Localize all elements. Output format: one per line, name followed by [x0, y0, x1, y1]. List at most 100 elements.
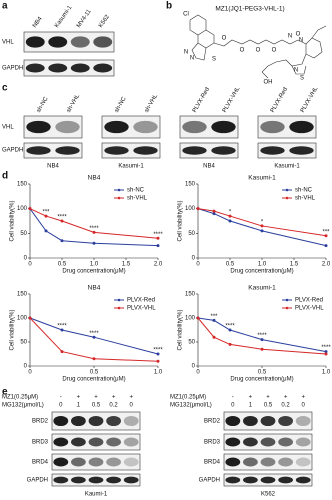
- chain: [311, 25, 327, 39]
- data-point: [196, 207, 200, 211]
- column-label: PLVX-Red: [192, 87, 211, 114]
- band: [53, 476, 69, 484]
- treatment-value: +: [249, 395, 253, 401]
- band: [211, 146, 236, 155]
- row-label: BRD4: [32, 460, 49, 466]
- row-label: GAPDH: [199, 478, 220, 484]
- band: [70, 36, 90, 48]
- atom-label: O: [256, 48, 261, 54]
- significance: ****: [321, 345, 331, 351]
- series-line: [29, 317, 159, 362]
- band: [278, 415, 293, 427]
- band: [88, 476, 104, 484]
- band: [260, 120, 285, 134]
- data-point: [156, 244, 160, 248]
- band: [123, 457, 139, 467]
- legend-label: sh-NC: [295, 188, 313, 194]
- band: [26, 146, 51, 155]
- data-point: [324, 352, 328, 356]
- y-axis-label: Cell viability(%): [10, 200, 16, 241]
- x-tick-label: 2.0: [154, 262, 163, 268]
- x-axis-label: Drug concentration(μM): [230, 377, 293, 383]
- treatment-value: -: [60, 395, 62, 401]
- x-tick-label: 2.0: [322, 262, 331, 268]
- treatment-value: -: [232, 395, 234, 401]
- x-tick-label: 1.0: [258, 262, 267, 268]
- band: [106, 476, 121, 484]
- band: [243, 457, 258, 467]
- significance: ***: [322, 229, 330, 235]
- significance: *: [261, 220, 264, 226]
- row-label: VHL: [2, 40, 14, 46]
- atom-label: S: [300, 76, 304, 82]
- data-point: [156, 359, 160, 363]
- band: [123, 476, 139, 484]
- significance: ***: [210, 314, 218, 320]
- ring: [191, 42, 207, 61]
- band: [211, 120, 236, 134]
- atom-label: N: [190, 56, 194, 62]
- band: [289, 146, 314, 155]
- ring: [197, 29, 215, 49]
- y-tick-label: 0: [24, 256, 28, 262]
- atom-label: Cl: [183, 12, 189, 18]
- significance: ****: [225, 324, 235, 330]
- x-axis-label: Drug concentration(μM): [230, 269, 293, 275]
- band: [104, 146, 129, 155]
- x-tick-label: 1.5: [290, 262, 299, 268]
- cell-label: Kaumi-1: [85, 492, 108, 498]
- row-label: BRD3: [32, 440, 49, 446]
- treatment-value: +: [94, 395, 98, 401]
- x-tick-label: 0.5: [58, 262, 67, 268]
- x-tick-label: 1.0: [90, 262, 99, 268]
- band: [278, 476, 293, 484]
- x-tick-label: 0: [28, 370, 32, 376]
- chart-title: Kasumi-1: [248, 175, 276, 182]
- legend-marker: [285, 188, 289, 192]
- significance: ****: [57, 215, 67, 221]
- band: [225, 415, 241, 427]
- data-point: [260, 347, 264, 351]
- treatment-value: +: [77, 395, 81, 401]
- chart-title: Kasumi-1: [248, 285, 276, 292]
- data-point: [156, 352, 160, 356]
- column-label: sh-VHL: [66, 93, 82, 114]
- band: [133, 146, 158, 155]
- treatment-value: +: [266, 395, 270, 401]
- legend-label: sh-VHL: [295, 196, 316, 202]
- atom-label: N: [299, 38, 303, 44]
- data-point: [212, 209, 216, 213]
- cell-label: NB4: [47, 164, 59, 170]
- y-tick-label: 50: [188, 340, 195, 346]
- significance: *: [229, 210, 232, 216]
- x-tick-label: 0.5: [90, 370, 99, 376]
- significance: ****: [257, 333, 267, 339]
- legend-label: PLVX-VHL: [295, 306, 324, 312]
- data-point: [28, 207, 32, 211]
- cell-label: NB4: [203, 164, 215, 170]
- x-tick-label: 0: [196, 370, 200, 376]
- band: [278, 437, 293, 447]
- y-tick-label: 150: [185, 182, 196, 188]
- treatment-value: 0: [59, 403, 63, 409]
- data-point: [212, 318, 216, 322]
- band: [88, 415, 104, 427]
- x-tick-label: 0.5: [226, 262, 235, 268]
- band: [225, 476, 241, 484]
- x-tick-label: 1.5: [122, 262, 131, 268]
- data-point: [92, 335, 96, 339]
- column-label: MV4-11: [76, 8, 93, 29]
- significance: ****: [153, 348, 163, 354]
- data-point: [260, 229, 264, 233]
- data-point: [260, 338, 264, 342]
- data-point: [156, 236, 160, 240]
- column-label: PLVX-Red: [270, 87, 289, 114]
- row-label: GAPDH: [27, 478, 48, 484]
- ring: [291, 65, 307, 75]
- legend-marker: [117, 188, 121, 192]
- band: [260, 476, 276, 484]
- atom-label: N: [294, 68, 298, 74]
- data-point: [44, 229, 48, 233]
- y-tick-label: 50: [20, 340, 27, 346]
- treatment-value: 0.5: [264, 403, 273, 409]
